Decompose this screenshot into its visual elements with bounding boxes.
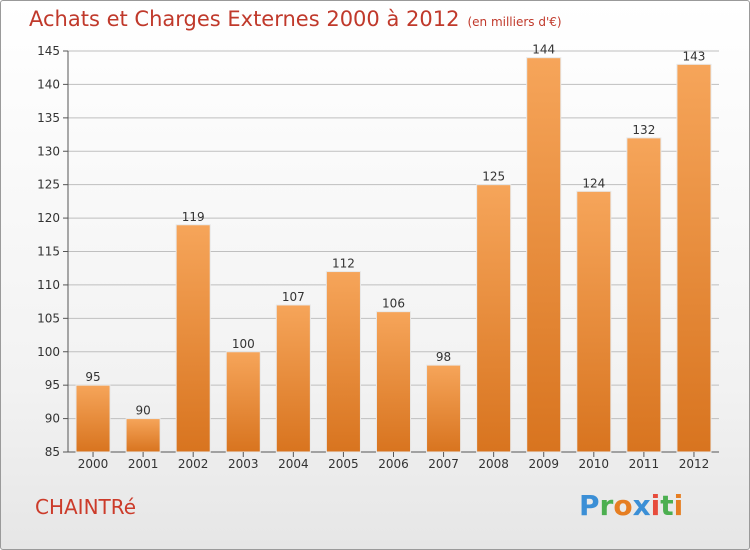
- logo-letter: r: [599, 489, 614, 522]
- y-tick-label: 145: [37, 44, 60, 58]
- y-tick-label: 120: [37, 211, 60, 225]
- data-label: 100: [232, 337, 255, 351]
- x-tick-label: 2009: [528, 457, 559, 471]
- data-label: 107: [282, 290, 305, 304]
- logo-letter: i: [673, 489, 684, 522]
- bar: [576, 190, 612, 453]
- y-tick-label: 90: [45, 412, 60, 426]
- bar: [125, 418, 161, 453]
- logo-letter: i: [650, 489, 661, 522]
- x-tick-label: 2006: [378, 457, 409, 471]
- y-tick-label: 95: [45, 378, 60, 392]
- bar: [175, 224, 211, 453]
- x-tick-label: 2003: [228, 457, 259, 471]
- chart-unit: (en milliers d'€): [467, 15, 562, 29]
- logo-letter: o: [613, 489, 633, 522]
- x-tick-label: 2002: [178, 457, 209, 471]
- x-tick-label: 2005: [328, 457, 359, 471]
- data-label: 144: [532, 43, 555, 57]
- data-label: 106: [382, 297, 405, 311]
- bar: [676, 63, 712, 453]
- bar: [426, 364, 462, 453]
- y-tick-label: 140: [37, 77, 60, 91]
- bar: [275, 304, 311, 453]
- bar: [225, 351, 261, 453]
- data-label: 143: [683, 49, 706, 63]
- x-tick-label: 2011: [629, 457, 660, 471]
- x-tick-label: 2008: [478, 457, 509, 471]
- x-tick-label: 2000: [78, 457, 109, 471]
- data-label: 98: [436, 350, 451, 364]
- chart-title: Achats et Charges Externes 2000 à 2012 (e…: [29, 7, 562, 31]
- x-tick-label: 2004: [278, 457, 309, 471]
- logo-letter: P: [579, 489, 600, 522]
- y-tick-label: 110: [37, 278, 60, 292]
- data-label: 125: [482, 170, 505, 184]
- y-tick-label: 105: [37, 311, 60, 325]
- bar: [476, 184, 512, 453]
- data-label: 124: [582, 176, 605, 190]
- bar: [375, 311, 412, 453]
- x-tick-label: 2007: [428, 457, 459, 471]
- data-label: 132: [632, 123, 655, 137]
- bar: [325, 271, 361, 453]
- y-tick-label: 115: [37, 245, 60, 259]
- y-tick-label: 130: [37, 144, 60, 158]
- data-label: 95: [85, 370, 100, 384]
- proxiti-logo: Proxiti: [579, 489, 683, 522]
- data-label: 119: [182, 210, 205, 224]
- commune-name: CHAINTRé: [35, 495, 137, 519]
- logo-letter: x: [632, 489, 651, 522]
- logo-letter: t: [660, 489, 674, 522]
- x-tick-label: 2001: [128, 457, 159, 471]
- y-tick-label: 135: [37, 111, 60, 125]
- y-tick-label: 85: [45, 445, 60, 459]
- chart-title-text: Achats et Charges Externes 2000 à 2012: [29, 7, 460, 31]
- bar: [526, 57, 562, 453]
- x-tick-label: 2010: [579, 457, 610, 471]
- x-tick-label: 2012: [679, 457, 710, 471]
- bar: [75, 384, 111, 453]
- y-tick-label: 125: [37, 178, 60, 192]
- data-label: 90: [135, 404, 150, 418]
- bar: [626, 137, 662, 453]
- data-label: 112: [332, 257, 355, 271]
- y-tick-label: 100: [37, 345, 60, 359]
